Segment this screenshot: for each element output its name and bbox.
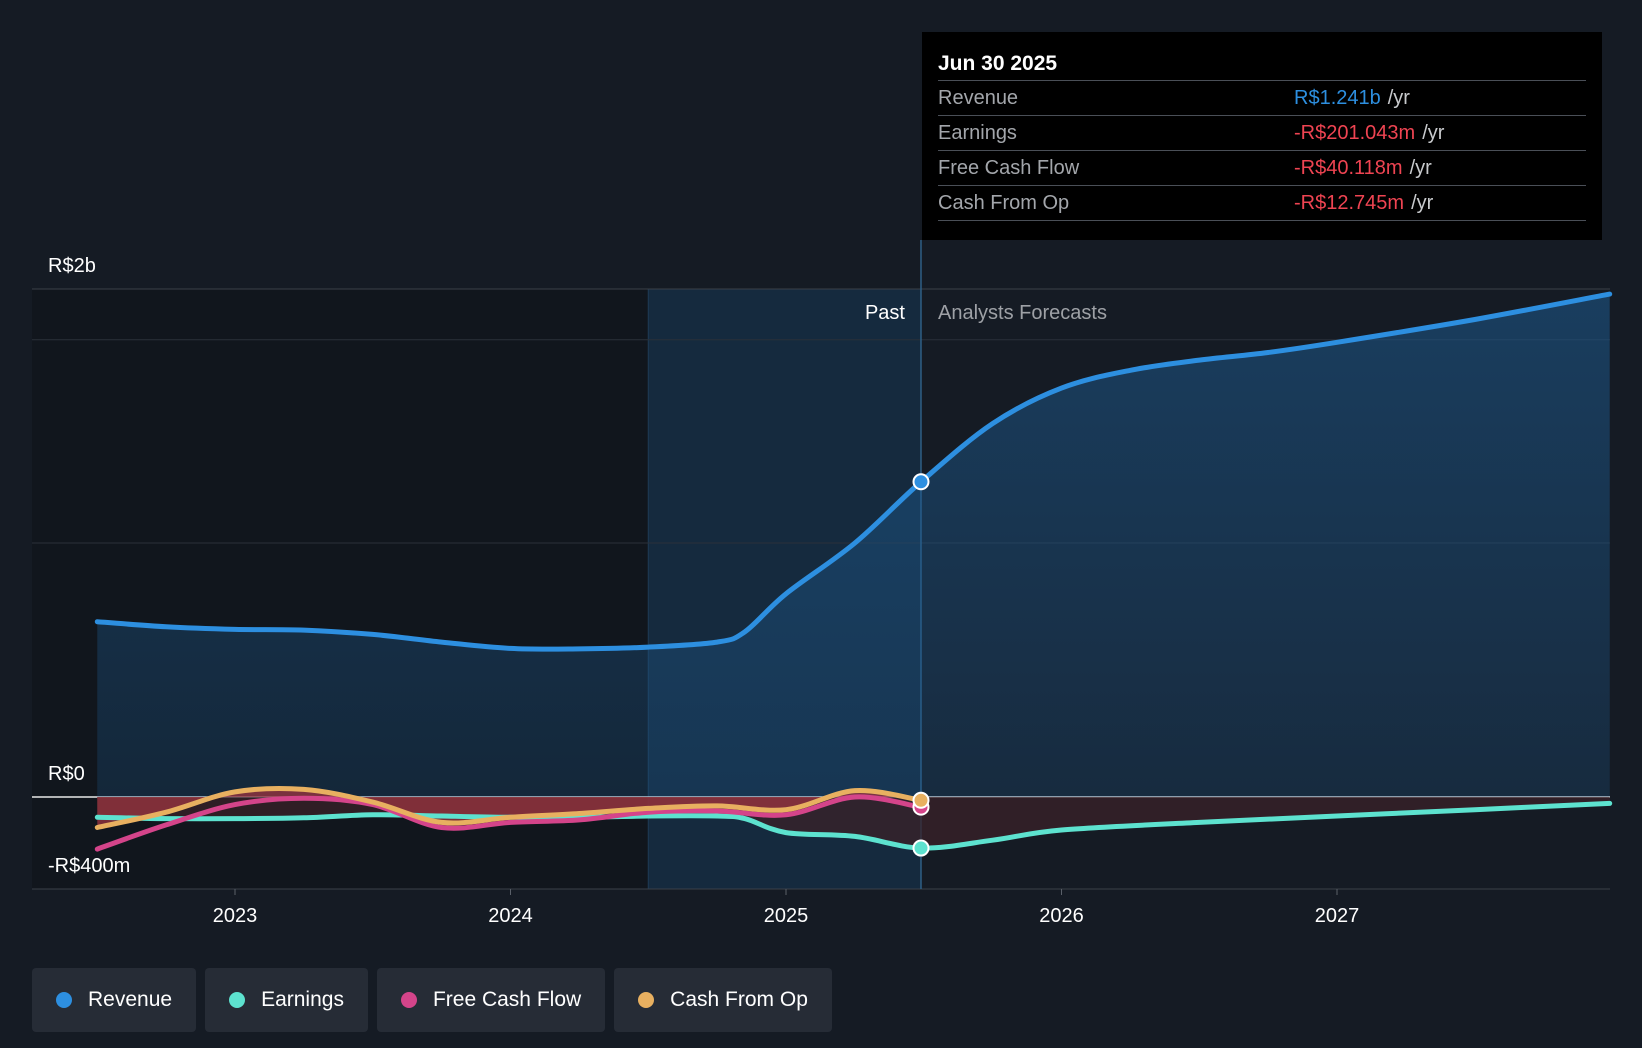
tooltip-value: -R$12.745m — [1294, 192, 1405, 214]
legend-item-revenue[interactable]: Revenue — [32, 968, 197, 1032]
tooltip-row-cash-from-op: Cash From Op -R$12.745m /yr — [938, 186, 1586, 221]
legend-label: Free Cash Flow — [432, 988, 582, 1011]
legend-item-cash-from-op[interactable]: Cash From Op — [614, 968, 832, 1032]
earnings-line — [94, 800, 1613, 851]
tooltip-unit: /yr — [1387, 87, 1410, 109]
legend-dot-icon — [56, 992, 72, 1008]
series-lines — [94, 291, 1613, 852]
free-cash-flow-line — [94, 794, 924, 852]
y-label-top: R$2b — [48, 255, 96, 277]
cash-from-op-line — [94, 785, 924, 830]
x-tick-label: 2025 — [764, 905, 809, 927]
tooltip-label: Earnings — [938, 122, 1017, 144]
tooltip-row-free-cash-flow: Free Cash Flow -R$40.118m /yr — [938, 151, 1586, 186]
legend-label: Revenue — [88, 988, 173, 1011]
tooltip-label: Revenue — [938, 87, 1019, 109]
tooltip-unit: /yr — [1409, 157, 1432, 179]
legend-label: Earnings — [261, 988, 344, 1011]
x-tick-label: 2024 — [488, 905, 533, 927]
tooltip-row-revenue: Revenue R$1.241b /yr — [938, 81, 1586, 116]
earnings-marker — [912, 839, 930, 857]
x-tick-label: 2027 — [1315, 905, 1360, 927]
legend-dot-icon — [400, 992, 417, 1008]
legend-dot-icon — [638, 992, 655, 1008]
x-axis-ticks: 2023 2024 2025 2026 2027 — [213, 889, 1360, 927]
chart-canvas: R$2b R$0 -R$400m Past Analysts Forecasts… — [32, 240, 1613, 927]
tooltip-unit: /yr — [1422, 122, 1445, 144]
tooltip-value: -R$40.118m — [1294, 157, 1403, 179]
tooltip-row-earnings: Earnings -R$201.043m /yr — [938, 116, 1586, 151]
x-tick-label: 2026 — [1039, 905, 1084, 927]
legend-dot-icon — [229, 992, 246, 1008]
cash-from-op-marker — [912, 791, 930, 809]
y-label-zero: R$0 — [48, 763, 85, 785]
revenue-line — [94, 291, 1613, 652]
legend-item-free-cash-flow[interactable]: Free Cash Flow — [376, 968, 606, 1032]
tooltip-date: Jun 30 2025 — [938, 48, 1586, 81]
tooltip-value: R$1.241b — [1294, 87, 1381, 109]
hover-markers — [912, 473, 930, 857]
legend: Revenue Earnings Free Cash Flow Cash Fro… — [32, 968, 832, 1032]
tooltip-unit: /yr — [1411, 192, 1434, 214]
y-label-bottom: -R$400m — [48, 855, 130, 877]
legend-item-earnings[interactable]: Earnings — [205, 968, 368, 1032]
cash-from-op-area — [97, 788, 921, 828]
tooltip-label: Free Cash Flow — [938, 157, 1080, 179]
tooltip-label: Cash From Op — [938, 192, 1070, 214]
revenue-marker — [912, 473, 930, 491]
tooltip-value: -R$201.043m — [1294, 122, 1416, 144]
x-tick-label: 2023 — [213, 905, 258, 927]
legend-label: Cash From Op — [670, 988, 808, 1011]
forecast-label: Analysts Forecasts — [938, 302, 1107, 324]
past-label: Past — [865, 302, 905, 324]
tooltip: Jun 30 2025 Revenue R$1.241b /yr Earning… — [922, 32, 1602, 240]
